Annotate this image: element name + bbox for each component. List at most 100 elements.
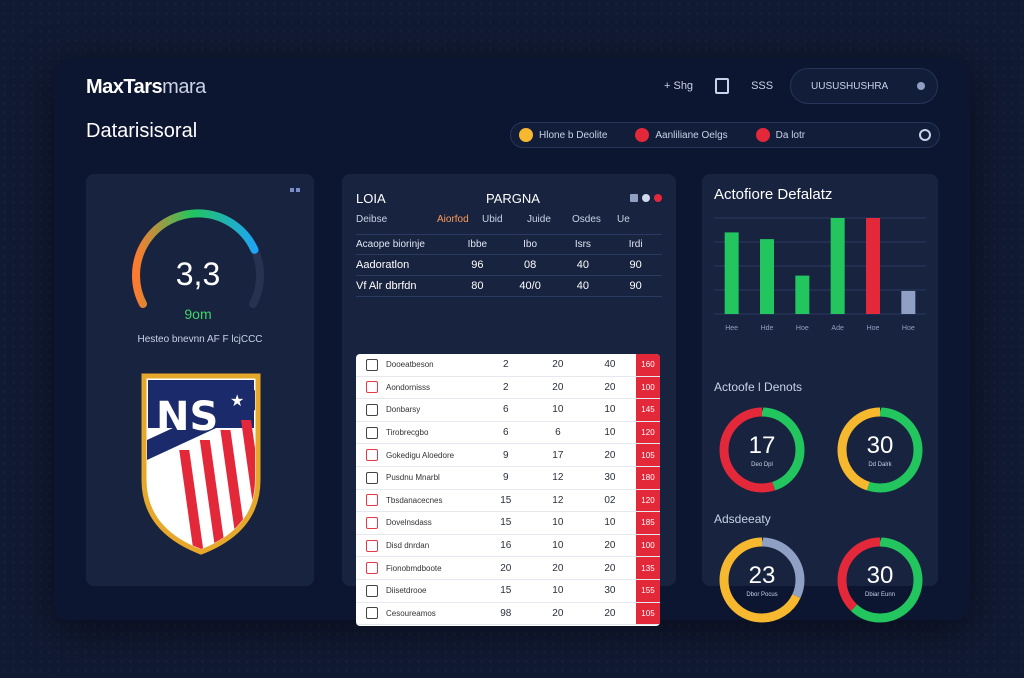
row-name: Dooeatbeson [386, 360, 434, 370]
row-cell: 12 [552, 472, 564, 484]
row-cell: 2 [503, 359, 509, 371]
row-icon [366, 381, 378, 394]
table-row[interactable]: Tirobrecgbo 6 6 10 120 [356, 421, 660, 445]
row-cell: 10 [552, 540, 564, 552]
svg-text:★: ★ [230, 391, 244, 410]
table-row[interactable]: Donbarsy 6 10 10 145 [356, 399, 660, 422]
table-row[interactable]: Dooeatbeson 2 20 40 160 [356, 354, 660, 377]
row-cell: 15 [500, 585, 512, 597]
row-cell: 12 [552, 494, 564, 506]
table-row[interactable]: Disd dnrdan 16 10 20 100 [356, 534, 660, 558]
bar[interactable] [866, 218, 880, 314]
row-icon [366, 449, 378, 462]
row-icon [366, 403, 378, 416]
summary-cell: 40/0 [519, 280, 541, 292]
table-row[interactable]: Tbsdanacecnes 15 12 02 120 [356, 489, 660, 513]
summary-cell: 96 [471, 259, 484, 271]
summary-cell: 80 [471, 280, 484, 292]
column-header[interactable]: Deibse [356, 214, 388, 225]
column-header[interactable]: Juide [527, 214, 551, 225]
table-row[interactable]: Dovelnsdass 15 10 10 185 [356, 512, 660, 535]
donut-ring [719, 407, 805, 493]
donut-ring [837, 537, 923, 623]
row-name: Dovelnsdass [386, 518, 432, 528]
summary-cell: Isrs [574, 239, 591, 250]
row-cell: 30 [604, 585, 616, 597]
row-cell: 15 [500, 494, 512, 506]
table-row[interactable]: Fionobmdboote 20 20 20 135 [356, 557, 660, 580]
row-cell: 16 [500, 540, 512, 552]
row-cell: 10 [604, 427, 616, 439]
bar[interactable] [760, 239, 774, 314]
table-row[interactable]: Diisetdrooe 15 10 30 155 [356, 579, 660, 603]
performance-gauge: 3,3 9om [118, 194, 278, 322]
info-icon[interactable] [642, 194, 650, 202]
row-name: Cesoureamos [386, 608, 436, 618]
column-header[interactable]: Ue [617, 214, 630, 225]
panel-menu-icon[interactable] [290, 188, 300, 192]
donut-chart[interactable]: 17 Deo Dpl [716, 404, 808, 496]
donut-segment [719, 537, 805, 623]
settings-button[interactable]: SSS [751, 80, 774, 92]
bar[interactable] [795, 275, 810, 314]
brand-logo[interactable]: MaxTarsmara [86, 76, 206, 99]
summary-label: Acaope biorinje [356, 239, 425, 250]
donut-label: Dbor Pocus [746, 592, 778, 598]
record-icon [755, 128, 770, 142]
row-cell: 98 [500, 607, 512, 619]
donut-chart[interactable]: 30 Dbiar Eunn [834, 534, 926, 626]
table-actions[interactable] [630, 194, 662, 202]
bar-tick-label: Hee [725, 325, 738, 332]
team-crest-logo: NS ★ ★ [141, 373, 261, 555]
row-name: Diisetdrooe [386, 586, 427, 596]
row-cell: 2 [503, 381, 509, 393]
table-title-left: LOIA [356, 190, 386, 206]
stats-table-panel: LOIA PARGNA Deibse Aiorfod Ubid Juide Os… [342, 174, 676, 626]
table-row[interactable]: Gokedigu Aloedore 9 17 20 105 [356, 444, 660, 467]
analytics-panel: Actofiore Defalatz Hee Hde Hoe Ade Hoe Hoe Ac… [702, 174, 938, 623]
donut-label: Deo Dpl [751, 462, 773, 468]
summary-cell: Irdi [628, 239, 643, 250]
donut-chart[interactable]: 30 Dd Dalrk [834, 404, 926, 496]
column-header[interactable]: Ubid [482, 214, 503, 225]
document-icon[interactable] [715, 78, 730, 94]
coin-icon [519, 128, 533, 142]
user-menu[interactable]: UUSUSHUSHRA [790, 68, 938, 104]
row-cell: 20 [604, 562, 616, 574]
page-title: Datarisisoral [86, 120, 198, 142]
row-score-badge: 135 [635, 557, 660, 579]
grid-icon[interactable] [630, 194, 638, 202]
row-score-badge: 155 [635, 579, 660, 602]
table-row[interactable]: Aondornisss 2 20 20 100 [356, 376, 660, 400]
table-row[interactable]: Pusdnu Mnarbl 9 12 30 180 [356, 466, 660, 490]
table-row[interactable]: Cesoureamos 98 20 20 105 [356, 602, 660, 626]
bar[interactable] [830, 218, 845, 314]
bar[interactable] [724, 232, 739, 314]
row-score-badge: 145 [635, 399, 660, 421]
row-cell: 17 [552, 449, 564, 461]
filter-label-3: Da lotr [775, 129, 806, 141]
dashboard-window: MaxTarsmara + Shg SSS UUSUSHUSHRA Datari… [54, 58, 970, 626]
row-icon [366, 494, 378, 507]
filter-chip-3[interactable]: Da lotr [755, 128, 806, 142]
donut-chart[interactable]: 23 Dbor Pocus [716, 534, 808, 626]
row-icon [366, 539, 378, 552]
filter-chip-2[interactable]: Aanliliane Oelgs [635, 128, 728, 142]
summary-label: Vf Alr dbrfdn [356, 280, 417, 292]
search-icon[interactable] [919, 129, 931, 141]
donut-label: Dd Dalrk [868, 462, 892, 468]
filter-chip-1[interactable]: Hlone b Deolite [519, 128, 607, 142]
bar[interactable] [901, 290, 916, 314]
donut-ring [719, 537, 805, 623]
share-button[interactable]: + Shg [664, 80, 694, 92]
column-header[interactable]: Osdes [572, 214, 601, 225]
alert-icon [635, 128, 650, 142]
row-score-badge: 120 [635, 421, 660, 444]
flag-icon[interactable] [654, 194, 662, 202]
gauge-value: 3,3 [175, 256, 221, 292]
donut-segment [837, 407, 923, 493]
summary-row: Acaope biorinje Ibbe Ibo Isrs Irdi [356, 235, 662, 255]
column-header[interactable]: Aiorfod [437, 214, 469, 225]
row-score-badge: 185 [635, 512, 660, 534]
bar-chart: Hee Hde Hoe Ade Hoe Hoe [714, 217, 926, 332]
